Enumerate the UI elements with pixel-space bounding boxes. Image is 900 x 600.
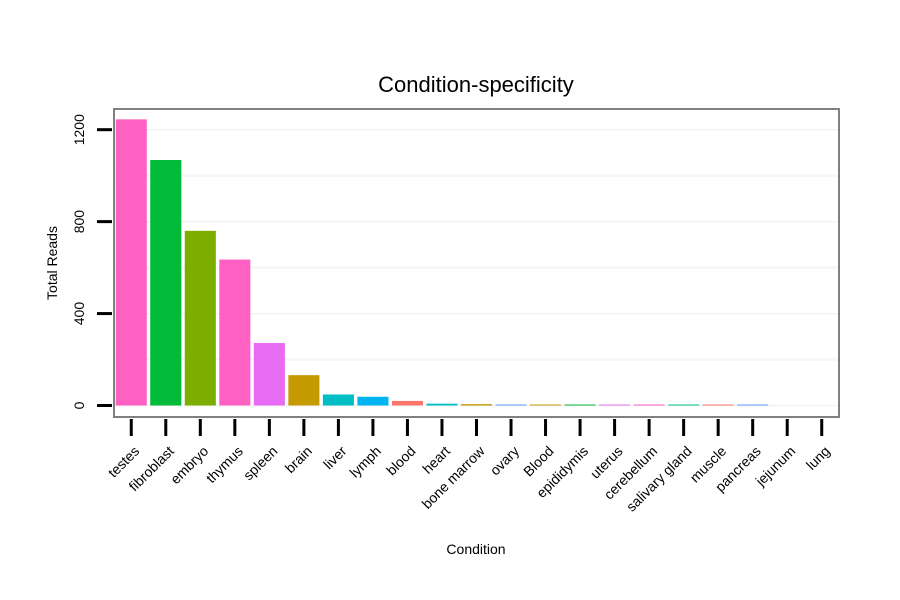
- bar-fibroblast: [150, 160, 182, 406]
- y-tick-label: 400: [71, 302, 87, 326]
- bar-uterus: [599, 404, 631, 406]
- y-tick-label: 800: [71, 210, 87, 234]
- bar-liver: [322, 394, 354, 406]
- bar-testes: [115, 119, 147, 406]
- x-tick-label: lymph: [346, 443, 384, 481]
- bar-ovary: [495, 404, 527, 406]
- y-tick-label: 0: [71, 401, 87, 409]
- plot-panel: [113, 108, 840, 418]
- chart-title: Condition-specificity: [378, 72, 574, 97]
- x-tick-label: thymus: [203, 443, 246, 486]
- y-axis-label: Total Reads: [44, 226, 60, 300]
- bar-lymph: [357, 396, 389, 406]
- bar-pancreas: [737, 404, 769, 406]
- x-tick-label: brain: [282, 443, 315, 476]
- x-tick-label: spleen: [240, 443, 280, 483]
- bar-bone-marrow: [460, 404, 493, 406]
- bar-blood: [391, 400, 423, 406]
- bar-thymus: [219, 259, 251, 406]
- bar-epididymis: [564, 404, 596, 406]
- bar-embryo: [184, 230, 216, 406]
- x-tick-label: embryo: [167, 443, 211, 487]
- x-tick-label: ovary: [487, 443, 523, 479]
- x-tick-label: liver: [320, 443, 350, 473]
- bars: [115, 119, 769, 406]
- bar-salivary-gland: [668, 404, 700, 406]
- bar-spleen: [253, 342, 285, 406]
- bar-brain: [288, 375, 320, 406]
- y-axis: 0 400 800 1200: [71, 114, 112, 409]
- bar-heart: [426, 403, 458, 406]
- bar-muscle: [702, 404, 734, 406]
- bar-blood: [530, 404, 562, 406]
- x-tick-label: blood: [383, 443, 419, 479]
- x-tick-label: lung: [803, 443, 833, 473]
- x-axis-label: Condition: [446, 541, 505, 557]
- bar-cerebellum: [633, 404, 665, 406]
- y-tick-label: 1200: [71, 114, 87, 145]
- x-tick-label: bone marrow: [419, 442, 489, 512]
